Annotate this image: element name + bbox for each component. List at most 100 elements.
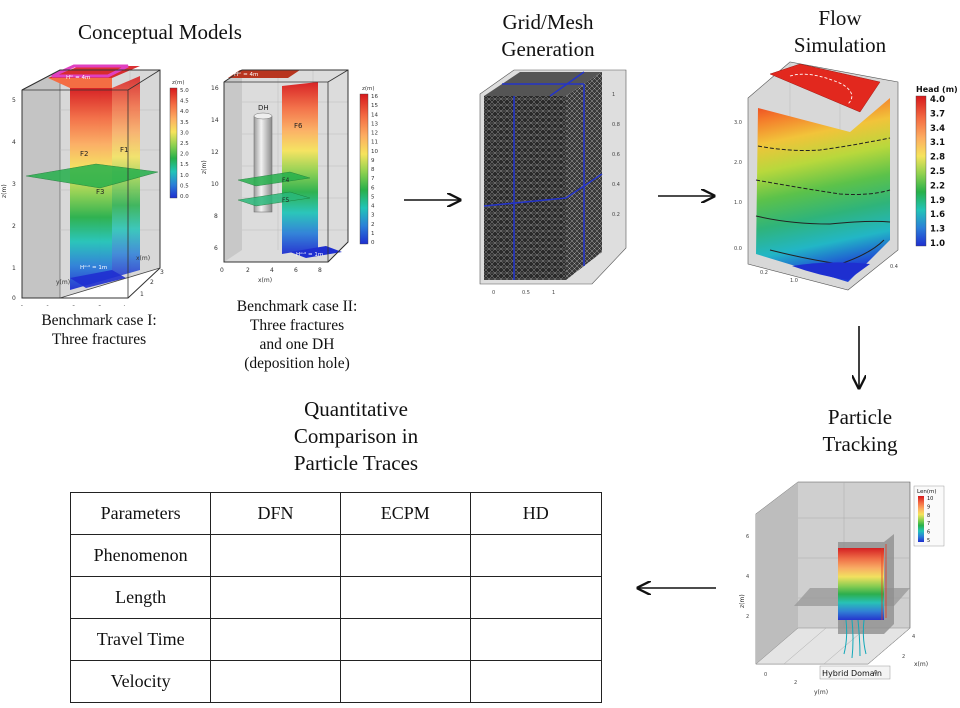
head-colorbar-tick: 3.7 <box>930 109 945 119</box>
case1-colorbar-tick: 1.5 <box>180 162 189 168</box>
svg-text:14: 14 <box>211 117 219 124</box>
case2-h-out-label: Hᵒᵘᵗ = 1m <box>296 251 323 258</box>
table-cell <box>469 660 603 703</box>
svg-text:5: 5 <box>12 97 16 104</box>
case1-colorbar <box>169 87 178 199</box>
case1-x-axis-label: x(m) <box>136 255 150 262</box>
case1-colorbar-tick: 4.5 <box>180 99 189 105</box>
case1-colorbar-tick: 0.0 <box>180 194 189 200</box>
comparison-table: Parameters DFN ECPM HD Phenomenon Length… <box>69 492 603 703</box>
svg-text:0.6: 0.6 <box>612 152 620 158</box>
length-legend-title: Len(m) <box>917 489 937 495</box>
svg-text:1.0: 1.0 <box>734 200 742 206</box>
particle-tracking-title: Particle Tracking <box>790 404 930 458</box>
table-cell <box>210 534 341 577</box>
svg-text:1: 1 <box>612 92 615 98</box>
case1-colorbar-title: z(m) <box>172 80 185 86</box>
svg-text:0.0: 0.0 <box>734 246 742 252</box>
case1-colorbar-tick: 1.0 <box>180 173 189 179</box>
table-cell <box>210 660 341 703</box>
case2-x-axis-label: x(m) <box>258 277 272 284</box>
case2-colorbar-tick: 2 <box>371 222 375 228</box>
case2-colorbar-tick: 8 <box>371 167 375 173</box>
benchmark-case-1-figure: 543 210 012 34 123 z(m) y(m) x(m) Hᴵⁿ = … <box>1 64 189 306</box>
case1-colorbar-tick: 2.5 <box>180 141 189 147</box>
case1-caption-line2: Three fractures <box>51 331 147 348</box>
arrow-mesh-to-flow <box>658 186 718 206</box>
svg-text:0: 0 <box>12 295 16 302</box>
header-ecpm: ECPM <box>339 492 471 535</box>
length-colorbar-tick: 8 <box>927 513 930 519</box>
table-cell <box>469 576 603 619</box>
case2-h-in-label: Hᴵⁿ = 4m <box>234 71 258 78</box>
svg-text:3: 3 <box>12 181 16 188</box>
case1-f3-label: F3 <box>96 188 104 196</box>
case2-colorbar-tick: 7 <box>371 176 375 182</box>
svg-text:0.4: 0.4 <box>612 182 620 188</box>
table-cell <box>469 534 603 577</box>
svg-text:8: 8 <box>214 213 218 220</box>
svg-text:2: 2 <box>12 223 16 230</box>
length-colorbar-tick: 5 <box>927 538 930 544</box>
row-label-length: Length <box>69 576 212 619</box>
case1-y-axis-label: y(m) <box>56 279 70 286</box>
svg-text:1: 1 <box>12 265 16 272</box>
particle-x-axis-label: x(m) <box>914 661 928 668</box>
head-colorbar-tick: 2.8 <box>930 153 945 163</box>
case2-colorbar-tick: 12 <box>371 131 378 137</box>
flow-simulation-figure: 3.0 2.0 1.0 0.0 0.2 1.0 0.4 Head (m) 4.0 3.7 3… <box>734 61 958 291</box>
case1-colorbar-tick: 3.5 <box>180 120 189 126</box>
table-header-row: Parameters DFN ECPM HD <box>69 492 603 535</box>
table-cell <box>339 534 471 577</box>
svg-text:1: 1 <box>46 305 50 306</box>
table-cell <box>339 576 471 619</box>
case2-z-axis-label: z(m) <box>201 160 208 174</box>
case2-caption-line1: Benchmark case II: <box>236 298 358 315</box>
case2-caption-line4: (deposition hole) <box>244 355 350 372</box>
svg-text:4: 4 <box>912 634 915 640</box>
case2-colorbar-title: z(m) <box>362 86 375 92</box>
mesh-front-face <box>484 96 566 280</box>
comparison-title-line2: Comparison in <box>293 424 419 448</box>
arrow-particle-to-comparison <box>634 578 716 598</box>
svg-text:2: 2 <box>902 654 905 660</box>
svg-text:6: 6 <box>214 245 218 252</box>
flow-simulation-title: Flow Simulation <box>770 5 910 59</box>
case2-colorbar-tick: 13 <box>371 121 378 127</box>
svg-text:1: 1 <box>140 291 144 298</box>
svg-text:2: 2 <box>746 614 749 620</box>
case2-colorbar-tick: 6 <box>371 185 375 191</box>
svg-text:2.0: 2.0 <box>734 160 742 166</box>
svg-text:6: 6 <box>294 267 298 274</box>
comparison-title-line3: Particle Traces <box>293 451 419 475</box>
svg-text:16: 16 <box>211 85 219 92</box>
comparison-title-line1: Quantitative <box>304 397 408 421</box>
svg-text:0: 0 <box>220 267 224 274</box>
svg-text:6: 6 <box>746 534 749 540</box>
table-cell <box>210 576 341 619</box>
svg-text:12: 12 <box>211 149 219 156</box>
arrow-flow-to-particle <box>848 326 870 392</box>
case1-colorbar-tick: 3.0 <box>180 130 189 136</box>
head-colorbar-tick: 2.2 <box>930 181 945 191</box>
case2-colorbar-tick: 16 <box>371 94 378 100</box>
case2-colorbar-tick: 11 <box>371 140 378 146</box>
case1-f1-label: F1 <box>120 146 128 154</box>
svg-text:2: 2 <box>72 305 76 306</box>
case1-f2-label: F2 <box>80 150 88 158</box>
flow-head-field <box>756 98 890 282</box>
head-colorbar-tick: 1.6 <box>930 210 945 220</box>
header-dfn: DFN <box>210 492 341 535</box>
case1-colorbar-tick: 4.0 <box>180 109 189 115</box>
case2-dh-label: DH <box>258 104 269 112</box>
svg-text:3: 3 <box>98 305 102 306</box>
svg-text:0.2: 0.2 <box>760 270 768 276</box>
svg-text:2: 2 <box>150 279 154 286</box>
mesh-generation-title: Grid/Mesh Generation <box>478 9 618 63</box>
comparison-title: Quantitative Comparison in Particle Trac… <box>256 396 456 477</box>
case1-caption: Benchmark case I: Three fractures <box>28 311 170 349</box>
table-cell <box>210 618 341 661</box>
case2-colorbar-tick: 14 <box>371 112 378 118</box>
table-row: Travel Time <box>69 618 603 661</box>
